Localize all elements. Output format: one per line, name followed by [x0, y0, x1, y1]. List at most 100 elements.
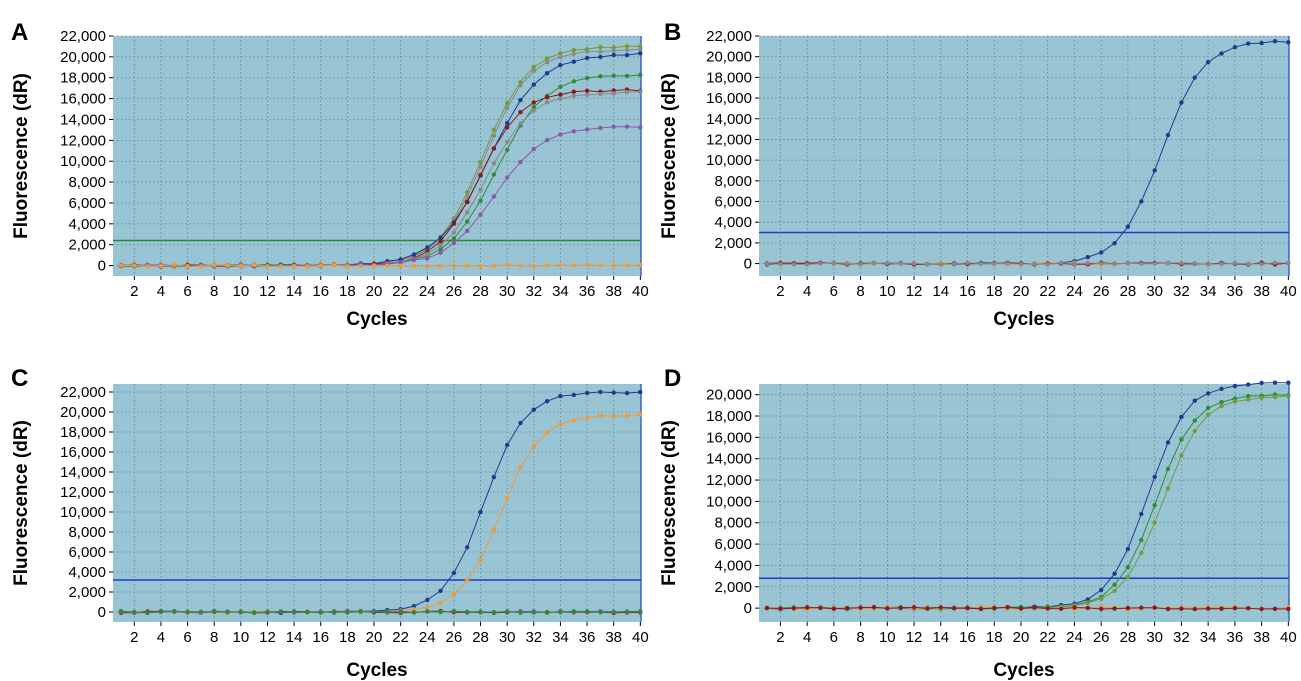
x-tick-label: 18 — [339, 283, 356, 300]
x-tick-label: 16 — [312, 629, 329, 646]
data-point — [478, 557, 483, 563]
data-point — [198, 264, 204, 269]
data-point — [638, 609, 643, 614]
data-point — [791, 262, 796, 267]
x-tick-label: 26 — [1093, 283, 1110, 300]
data-point — [1232, 399, 1238, 404]
data-point — [212, 609, 217, 614]
gridlines — [759, 35, 1289, 276]
x-tick-label: 30 — [499, 629, 516, 646]
data-point — [518, 610, 523, 615]
series-5 — [118, 609, 643, 615]
data-point — [238, 263, 243, 268]
data-point — [411, 603, 417, 609]
data-point — [1246, 397, 1251, 402]
data-point — [558, 262, 563, 267]
data-point — [505, 262, 510, 267]
y-tick-label: 6,000 — [68, 195, 106, 212]
y-tick-label: 10,000 — [706, 493, 752, 510]
data-point — [1125, 224, 1131, 229]
data-point — [451, 240, 457, 246]
data-point — [1125, 546, 1131, 552]
data-point — [1045, 262, 1050, 267]
x-tick-label: 38 — [605, 629, 622, 646]
data-point — [505, 120, 510, 126]
data-point — [1192, 418, 1198, 423]
y-tick-label: 16,000 — [60, 444, 106, 461]
data-point — [611, 91, 616, 96]
data-point — [1259, 380, 1264, 386]
x-tick-label: 16 — [312, 283, 329, 300]
x-tick-label: 40 — [1280, 629, 1297, 646]
data-point — [331, 262, 337, 268]
x-tick-label: 14 — [932, 629, 949, 646]
data-point — [624, 52, 630, 58]
data-point — [558, 51, 563, 56]
x-tick-label: 30 — [1146, 283, 1163, 300]
data-point — [465, 210, 470, 215]
data-point — [132, 263, 137, 268]
data-point — [571, 47, 576, 53]
y-tick-label: 14,000 — [706, 451, 752, 468]
data-point — [952, 261, 957, 267]
data-point — [1152, 168, 1157, 173]
data-point — [438, 235, 443, 240]
data-point — [1246, 606, 1251, 611]
data-point — [1259, 395, 1264, 400]
data-point — [1099, 250, 1104, 255]
data-point — [1058, 606, 1064, 611]
data-point — [1152, 261, 1157, 266]
axes: 2 4 6 8 10 12 14 16 18 20 22 24 26 28 30 32 34 36 38 4002,0… — [60, 384, 649, 646]
y-tick-label: 12,000 — [60, 484, 106, 501]
data-point — [518, 79, 523, 85]
data-point — [465, 263, 470, 268]
data-point — [1272, 39, 1278, 44]
data-point — [611, 48, 616, 54]
data-point — [491, 264, 497, 269]
data-point — [544, 263, 550, 268]
data-point — [611, 609, 616, 615]
x-tick-label: 2 — [130, 283, 138, 300]
data-point — [1286, 380, 1291, 385]
x-tick-label: 10 — [879, 283, 896, 300]
data-point — [172, 609, 177, 614]
x-tick-label: 38 — [1253, 629, 1270, 646]
data-point — [465, 219, 470, 224]
data-point — [1005, 605, 1010, 610]
data-point — [571, 79, 576, 84]
y-tick-label: 16,000 — [60, 91, 106, 108]
data-point — [1272, 260, 1278, 265]
data-point — [425, 256, 430, 261]
data-point — [465, 578, 470, 583]
y-tick-label: 2,000 — [68, 237, 106, 254]
data-point — [411, 257, 417, 263]
x-tick-label: 16 — [959, 283, 976, 300]
data-point — [571, 418, 576, 423]
data-point — [491, 527, 497, 532]
data-point — [1125, 574, 1131, 580]
data-point — [1179, 437, 1184, 442]
data-point — [1286, 606, 1291, 612]
y-tick-label: 8,000 — [68, 524, 106, 541]
data-point — [531, 82, 536, 87]
y-tick-label: 14,000 — [60, 111, 106, 128]
data-point — [584, 88, 590, 94]
y-tick-label: 12,000 — [60, 132, 106, 149]
data-point — [1272, 394, 1278, 400]
data-point — [518, 420, 523, 426]
series-line — [766, 606, 1289, 610]
data-point — [624, 413, 630, 418]
data-point — [425, 605, 430, 610]
x-tick-label: 34 — [1200, 283, 1217, 300]
panel-letter: D — [664, 365, 681, 392]
data-point — [118, 263, 124, 268]
data-point — [118, 609, 124, 614]
data-point — [1085, 254, 1091, 260]
data-point — [491, 127, 497, 132]
x-tick-label: 14 — [932, 283, 949, 300]
data-point — [478, 212, 483, 217]
data-point — [845, 261, 850, 266]
y-tick-label: 18,000 — [706, 69, 752, 86]
data-point — [978, 261, 984, 266]
data-point — [465, 545, 470, 550]
